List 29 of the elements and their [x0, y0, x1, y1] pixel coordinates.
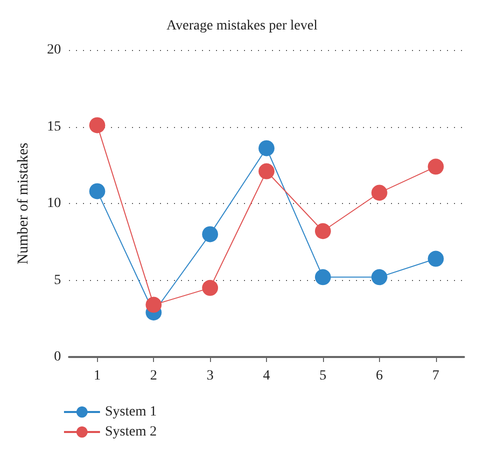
point [89, 117, 106, 134]
point [371, 269, 388, 286]
y-tick-label: 0 [54, 350, 61, 364]
point [314, 223, 331, 240]
point [428, 250, 444, 267]
chart-title: Average mistakes per level [166, 18, 318, 34]
point [258, 163, 274, 180]
point [146, 296, 162, 313]
point [371, 184, 388, 201]
x-tick-label: 3 [206, 368, 214, 384]
point [89, 183, 106, 200]
point [314, 269, 331, 286]
x-tick-label: 6 [376, 368, 383, 384]
x-tick-label: 4 [263, 368, 270, 384]
point [428, 158, 444, 175]
x-tick-label: 1 [94, 368, 101, 384]
point [202, 280, 218, 296]
x-tick-label: 2 [150, 368, 158, 384]
point [202, 226, 218, 242]
y-axis-title: Number of mistakes [16, 142, 32, 264]
x-tick-label: 7 [432, 368, 440, 384]
y-tick-label: 20 [47, 42, 61, 58]
y-tick-label: 15 [47, 119, 61, 134]
y-tick-label: 5 [54, 272, 61, 288]
x-tick-label: 5 [319, 368, 326, 384]
y-tick-label: 10 [47, 196, 61, 211]
legend-label: System 1 [105, 404, 157, 420]
legend-label: System 2 [105, 424, 157, 440]
point [258, 140, 274, 156]
